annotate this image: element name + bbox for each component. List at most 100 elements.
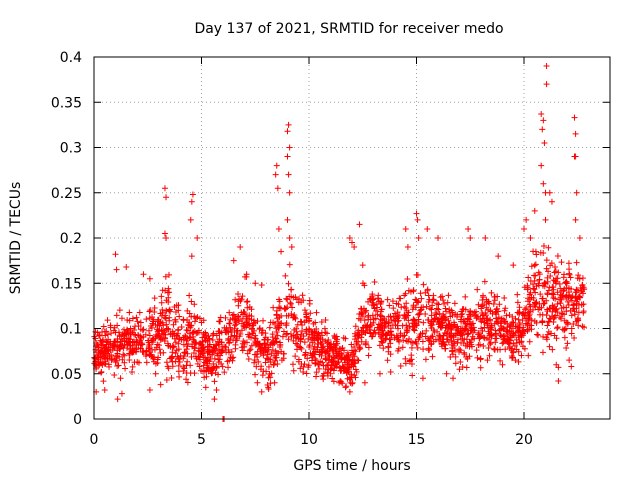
data-point [99,350,106,357]
data-point [468,324,475,331]
data-point [157,310,164,317]
data-point [286,144,293,151]
data-point [181,350,188,357]
data-point [553,335,560,342]
data-point [548,330,555,337]
data-point [579,323,586,330]
data-point [452,353,459,360]
data-point [228,348,235,355]
data-point [332,361,339,368]
data-point [300,369,307,376]
data-point [568,285,575,292]
data-point [183,337,190,344]
data-point [525,352,532,359]
data-point [276,298,283,305]
data-point [423,327,430,334]
data-point [397,362,404,369]
data-point [266,370,273,377]
data-point [429,302,436,309]
data-point [320,376,327,383]
data-point [176,373,183,380]
data-point [479,309,486,316]
data-point [450,375,457,382]
data-point [377,300,384,307]
data-point [129,363,136,370]
data-point [138,340,145,347]
data-point [165,365,172,372]
data-point [479,292,486,299]
data-point [502,346,509,353]
data-point [260,352,267,359]
data-point [222,343,229,350]
data-point [384,357,391,364]
data-point [388,332,395,339]
data-point [510,262,517,269]
data-point [540,243,547,250]
data-point [477,316,484,323]
data-point [163,235,170,241]
data-point [188,253,195,260]
data-point [260,317,267,324]
data-point [154,316,161,323]
data-point [513,336,520,343]
data-point [395,317,402,324]
data-point [479,328,486,335]
data-point [526,296,533,303]
data-point [255,358,262,365]
x-tick-label: 0 [90,432,99,448]
data-point [480,334,487,341]
data-point [296,343,303,350]
data-point [394,347,401,354]
data-point [377,333,384,340]
data-point [98,341,105,348]
data-point [113,312,120,319]
data-point [200,362,207,369]
data-point [146,327,153,334]
data-point [331,332,338,339]
data-point [542,280,549,287]
data-point [499,361,506,368]
data-point [381,324,388,331]
data-point [258,363,265,370]
data-point [466,316,473,323]
data-point [378,306,385,313]
data-point [102,343,109,350]
data-point [496,327,503,334]
data-point [528,326,535,333]
data-point [350,356,357,363]
data-point [294,321,301,328]
data-point [580,301,587,308]
data-point [482,235,489,241]
data-point [118,390,125,397]
data-point [490,301,497,308]
data-point [219,348,226,355]
data-point [258,388,265,395]
data-point [225,364,232,371]
data-point [121,359,128,366]
data-point [349,239,355,246]
data-point [465,330,472,337]
y-tick-label: 0.05 [51,367,82,383]
data-point [352,323,359,330]
data-point [243,271,250,278]
data-point [379,327,386,334]
data-point [339,352,346,359]
data-point [417,307,424,314]
data-point [226,309,233,316]
data-point [335,352,342,359]
data-point [544,322,551,329]
data-point [572,216,579,223]
data-point [365,352,372,359]
data-point [158,299,165,306]
data-point [488,289,495,296]
data-point [573,318,580,325]
data-point [202,354,209,361]
data-point [254,348,261,355]
data-point [209,336,216,343]
data-point [504,324,511,331]
data-point [292,340,299,347]
data-point [449,351,456,358]
data-point [423,303,430,310]
data-point [473,347,480,354]
data-point [111,372,118,379]
